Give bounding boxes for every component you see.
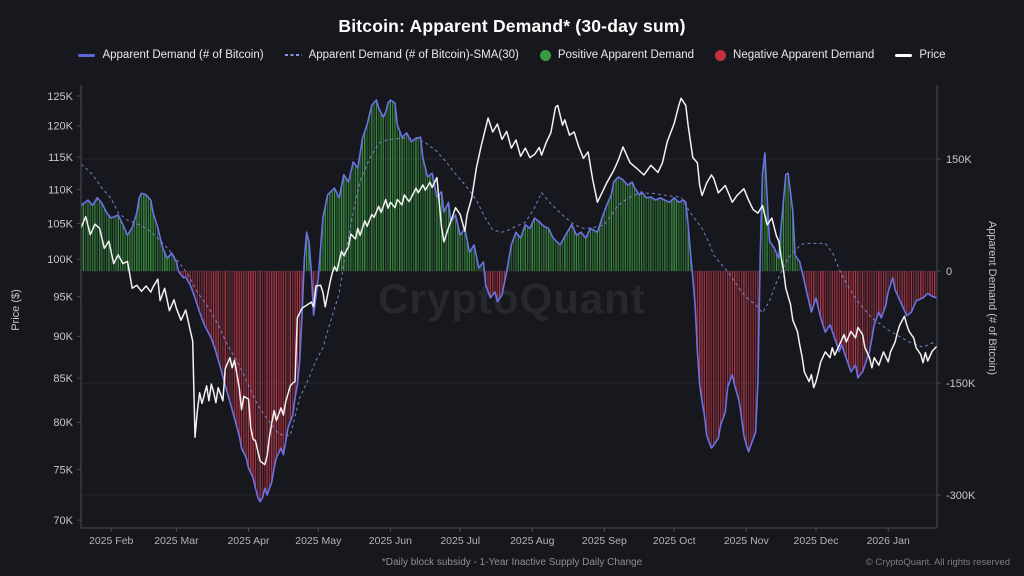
legend-item-label: Apparent Demand (# of Bitcoin)-SMA(30): [308, 49, 519, 61]
svg-text:125K: 125K: [47, 91, 73, 103]
right-axis-label: Apparent Demand (# of Bitcoin): [986, 220, 998, 376]
svg-text:2025 Sep: 2025 Sep: [582, 535, 627, 547]
svg-text:85K: 85K: [53, 373, 73, 385]
svg-text:2025 Mar: 2025 Mar: [154, 535, 199, 547]
svg-text:-150K: -150K: [946, 378, 976, 390]
legend-item-label: Apparent Demand (# of Bitcoin): [102, 49, 264, 61]
svg-text:2025 Jul: 2025 Jul: [440, 535, 480, 547]
page-title: Bitcoin: Apparent Demand* (30-day sum): [338, 16, 686, 36]
legend-item-2[interactable]: Positive Apparent Demand: [539, 49, 695, 61]
legend-line-icon: [78, 53, 96, 57]
svg-text:2025 Jun: 2025 Jun: [369, 535, 412, 547]
svg-text:115K: 115K: [48, 152, 74, 164]
svg-text:2025 Apr: 2025 Apr: [227, 535, 270, 547]
svg-text:2025 Nov: 2025 Nov: [724, 535, 770, 547]
svg-text:150K: 150K: [946, 154, 972, 166]
footer-note: *Daily block subsidy - 1-Year Inactive S…: [381, 557, 643, 568]
svg-text:2025 Feb: 2025 Feb: [89, 535, 134, 547]
watermark-text: CryptoQuant: [378, 275, 646, 322]
svg-text:95K: 95K: [53, 292, 73, 304]
demand-line: [81, 99, 937, 503]
left-axis-label: Price ($): [10, 289, 22, 331]
legend-item-3[interactable]: Negative Apparent Demand: [715, 49, 874, 61]
legend-item-4[interactable]: Price: [895, 49, 946, 61]
svg-text:0: 0: [946, 266, 952, 278]
right-tick-labels: 150K 0 -150K -300K: [946, 154, 976, 502]
price-line: [81, 97, 937, 466]
svg-text:2026 Jan: 2026 Jan: [867, 535, 910, 547]
copyright: © CryptoQuant. All rights reserved: [857, 557, 1010, 568]
svg-text:80K: 80K: [53, 417, 73, 429]
svg-text:105K: 105K: [47, 218, 73, 230]
legend-item-label: Negative Apparent Demand: [733, 49, 875, 61]
legend-dot-icon: [539, 49, 551, 61]
svg-text:2025 Dec: 2025 Dec: [794, 535, 839, 547]
svg-text:75K: 75K: [53, 464, 73, 476]
legend-dot-icon: [715, 49, 727, 61]
svg-text:2025 Aug: 2025 Aug: [510, 535, 555, 547]
svg-text:110K: 110K: [48, 184, 74, 196]
svg-text:70K: 70K: [53, 515, 73, 527]
month-tick-labels: 2025 Feb 2025 Mar 2025 Apr 2025 May 2025 Jun…: [89, 535, 910, 547]
svg-text:-300K: -300K: [946, 490, 976, 502]
legend-line-icon: [895, 53, 913, 57]
legend-line-icon: [284, 54, 302, 56]
svg-text:2025 May: 2025 May: [295, 535, 342, 547]
svg-text:90K: 90K: [53, 331, 73, 343]
legend-item-label: Positive Apparent Demand: [557, 49, 695, 61]
legend-item-label: Price: [919, 49, 946, 61]
axes: [77, 85, 941, 532]
legend-item-0[interactable]: Apparent Demand (# of Bitcoin): [78, 49, 264, 61]
legend-item-1[interactable]: Apparent Demand (# of Bitcoin)-SMA(30): [284, 49, 519, 61]
left-tick-labels: 125K 120K 115K 110K 105K 100K 95K 90K 85K 80K 75K 7…: [47, 91, 73, 527]
svg-text:2025 Oct: 2025 Oct: [653, 535, 696, 547]
svg-text:120K: 120K: [47, 121, 73, 133]
sma-line: [81, 137, 935, 437]
legend: Apparent Demand (# of Bitcoin) Apparent D…: [0, 49, 1024, 61]
svg-text:100K: 100K: [47, 254, 73, 266]
